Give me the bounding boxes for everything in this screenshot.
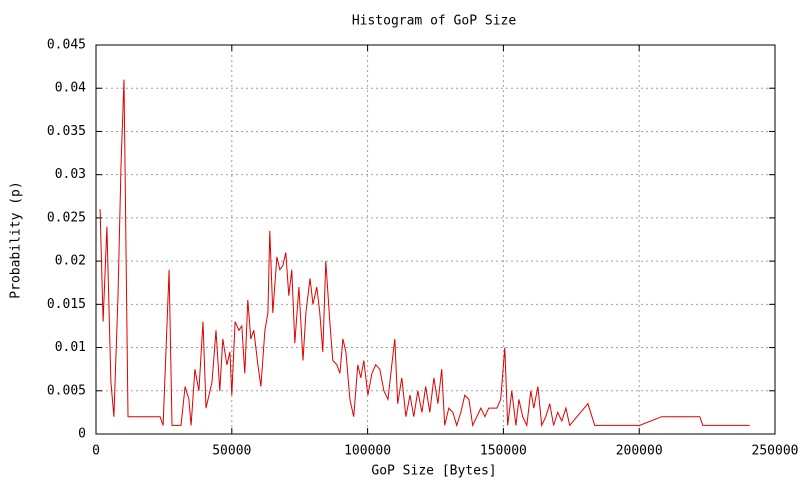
x-tick-label: 0 xyxy=(92,444,100,459)
y-tick-label: 0.03 xyxy=(55,167,86,182)
y-tick-label: 0.015 xyxy=(47,297,86,312)
data-line xyxy=(99,79,750,428)
plot-border xyxy=(95,44,776,435)
chart-title: Histogram of GoP Size xyxy=(352,14,517,29)
x-tick-label: 50000 xyxy=(212,444,251,459)
y-tick-label: 0.01 xyxy=(55,340,86,355)
x-tick-label: 200000 xyxy=(616,444,663,459)
y-axis-label: Probability (p) xyxy=(9,181,24,298)
x-axis-label: GoP Size [Bytes] xyxy=(371,464,496,479)
y-tick-label: 0.04 xyxy=(55,81,86,96)
y-tick-label: 0.005 xyxy=(47,383,86,398)
x-tick-label: 150000 xyxy=(480,444,527,459)
y-tick-label: 0.035 xyxy=(47,124,86,139)
x-tick-label: 100000 xyxy=(344,444,391,459)
y-tick-label: 0.045 xyxy=(47,38,86,53)
y-tick-label: 0.02 xyxy=(55,254,86,269)
y-tick-label: 0.025 xyxy=(47,210,86,225)
y-tick-label: 0 xyxy=(78,427,86,442)
x-tick-label: 250000 xyxy=(752,444,799,459)
